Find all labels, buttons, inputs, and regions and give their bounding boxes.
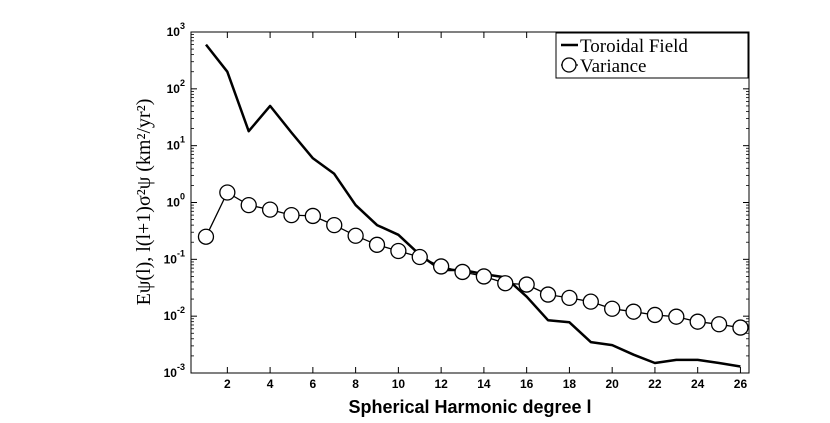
x-tick-label: 22 [648, 377, 662, 391]
variance-point [668, 308, 685, 325]
series-line-toroidal-field [205, 43, 741, 368]
y-tick-label: 101 [167, 135, 185, 153]
variance-point [710, 316, 728, 333]
variance-point [283, 206, 300, 224]
y-tick-label: 102 [167, 78, 185, 96]
x-tick-label: 14 [477, 377, 491, 391]
variance-point [390, 242, 407, 260]
y-tick-label: 100 [167, 192, 185, 210]
variance-point [497, 275, 514, 292]
variance-point [454, 263, 471, 281]
y-tick-label: 103 [167, 21, 185, 39]
variance-point [219, 184, 236, 201]
x-tick-label: 10 [392, 377, 406, 391]
x-axis: 2 4 6 8 10 12 14 16 18 20 22 24 26 [224, 32, 747, 391]
legend-label-variance: Variance [580, 56, 646, 77]
x-tick-label: 24 [691, 377, 705, 391]
x-axis-label: Spherical Harmonic degree l [348, 397, 591, 417]
variance-point [475, 268, 493, 285]
x-tick-label: 2 [224, 377, 231, 391]
legend-swatch-variance-marker [561, 57, 577, 73]
x-tick-label: 26 [734, 377, 748, 391]
variance-point [240, 196, 257, 214]
x-tick-label: 20 [605, 377, 619, 391]
x-tick-label: 4 [267, 377, 274, 391]
variance-point [518, 276, 535, 293]
x-tick-label: 6 [310, 377, 317, 391]
variance-point [368, 236, 386, 253]
legend: Toroidal Field Variance [555, 32, 749, 79]
variance-point [732, 319, 749, 336]
y-axis-label: Eψ(l), l(l+1)σ²ψ (km²/yr²) [133, 99, 155, 306]
variance-point [625, 303, 642, 320]
y-tick-label: 10-3 [164, 362, 185, 380]
y-tick-label: 10-1 [164, 248, 185, 266]
y-tick-label: 10-2 [164, 305, 185, 323]
series-layer [197, 43, 749, 368]
x-tick-label: 8 [352, 377, 359, 391]
variance-point [197, 228, 215, 245]
variance-point [347, 227, 364, 244]
variance-point [432, 258, 450, 275]
variance-point [582, 293, 599, 310]
legend-label-toroidal: Toroidal Field [580, 36, 688, 57]
legend-box [555, 32, 749, 79]
variance-point [604, 300, 621, 317]
variance-point [646, 306, 664, 324]
variance-point [304, 207, 322, 225]
variance-point [326, 216, 343, 234]
x-tick-label: 16 [520, 377, 534, 391]
variance-point [539, 286, 557, 303]
x-tick-label: 18 [563, 377, 577, 391]
variance-point [411, 248, 428, 266]
variance-point [261, 201, 279, 218]
variance-point [689, 313, 706, 330]
x-tick-label: 12 [434, 377, 448, 391]
plot-area [190, 31, 750, 374]
variance-point [561, 289, 578, 307]
